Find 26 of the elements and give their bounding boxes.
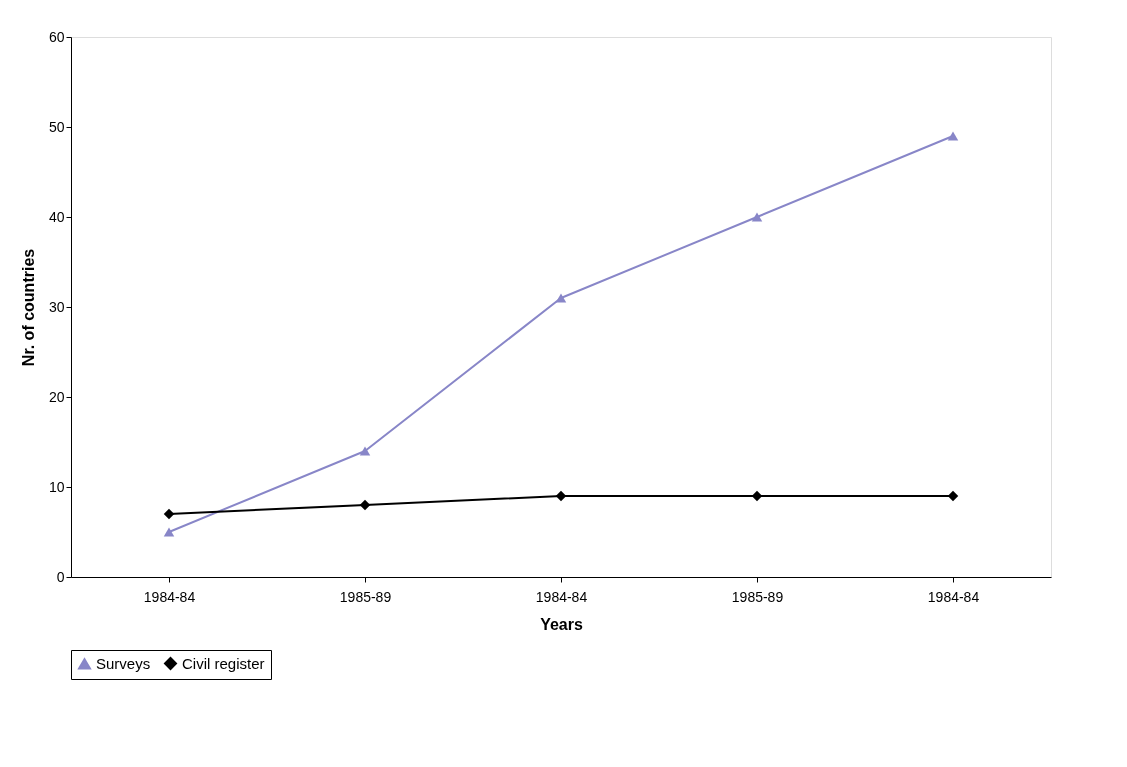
x-tick-label: 1984-84 (143, 588, 196, 605)
point (163, 508, 175, 520)
y-tick-label: 30 (48, 298, 65, 315)
y-tick-label: 10 (48, 478, 65, 495)
point (555, 490, 567, 502)
point (555, 293, 567, 303)
point (359, 499, 371, 511)
point (751, 490, 763, 502)
x-tick-label: 1984-84 (535, 588, 588, 605)
point (947, 490, 959, 502)
x-tick-label: 1984-84 (927, 588, 980, 605)
legend-label: Civil register (182, 654, 265, 672)
y-tick-label: 0 (56, 568, 65, 585)
point (947, 131, 959, 141)
point (751, 212, 763, 222)
x-axis-title: Years (540, 615, 583, 633)
x-tick-label: 1985-89 (731, 588, 784, 605)
y-tick-label: 60 (48, 28, 65, 45)
point (163, 527, 175, 537)
y-axis-title: Nr. of countries (19, 248, 37, 367)
y-tick-label: 20 (48, 388, 65, 405)
legend-label: Surveys (96, 654, 151, 672)
y-tick-label: 40 (48, 208, 65, 225)
x-tick-label: 1985-89 (339, 588, 392, 605)
point (359, 446, 371, 456)
y-tick-label: 50 (48, 118, 65, 135)
